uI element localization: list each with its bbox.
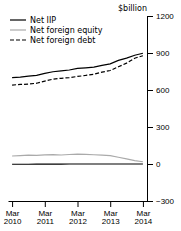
x-tick-label: Mar2010 bbox=[4, 209, 22, 227]
x-tick-label-line: 2010 bbox=[4, 217, 22, 226]
x-tick-label-line: 2011 bbox=[37, 217, 55, 226]
legend-label: Net foreign equity bbox=[30, 26, 103, 35]
legend-swatch bbox=[10, 29, 26, 30]
y-tick-mark bbox=[147, 53, 153, 54]
legend-label: Net IIP bbox=[30, 16, 56, 25]
x-tick: Mar2014 bbox=[135, 201, 153, 226]
y-axis-title: $billion bbox=[118, 4, 147, 13]
y-tick-label: −300 bbox=[156, 197, 175, 206]
x-tick-mark bbox=[12, 201, 13, 207]
y-tick-mark bbox=[147, 16, 153, 17]
y-tick-label: 0 bbox=[156, 160, 161, 169]
y-tick: 300 bbox=[147, 123, 170, 132]
x-tick: Mar2010 bbox=[4, 201, 22, 226]
x-tick-label-line: Mar bbox=[71, 209, 85, 218]
x-tick-label-line: 2012 bbox=[69, 217, 87, 226]
y-axis: −300 0 300 600 900 1200 bbox=[147, 12, 175, 206]
x-tick-label-line: Mar bbox=[104, 209, 118, 218]
y-tick-mark bbox=[147, 164, 153, 165]
x-tick-label: Mar2014 bbox=[135, 209, 153, 227]
y-axis-line bbox=[147, 17, 148, 202]
legend-item: Net foreign debt bbox=[10, 36, 95, 45]
series-line bbox=[12, 53, 143, 77]
y-tick: 1200 bbox=[147, 12, 174, 21]
x-tick: Mar2012 bbox=[69, 201, 87, 226]
legend-swatch bbox=[10, 39, 26, 40]
y-tick-label: 300 bbox=[156, 123, 170, 132]
legend-item: Net foreign equity bbox=[10, 26, 103, 35]
legend-swatch bbox=[10, 19, 26, 20]
legend-label: Net foreign debt bbox=[30, 36, 95, 45]
y-tick-label: 600 bbox=[156, 86, 170, 95]
x-tick-label: Mar2012 bbox=[69, 209, 87, 227]
x-tick-label-line: Mar bbox=[38, 209, 52, 218]
x-tick-label-line: Mar bbox=[6, 209, 20, 218]
x-tick: Mar2011 bbox=[37, 201, 55, 226]
lines bbox=[12, 53, 143, 164]
y-tick: 0 bbox=[147, 160, 161, 169]
x-axis: Mar2010Mar2011Mar2012Mar2013Mar2014 bbox=[4, 201, 153, 226]
chart: Mar2010Mar2011Mar2012Mar2013Mar2014−3000… bbox=[0, 0, 181, 231]
x-tick-label: Mar2013 bbox=[102, 209, 120, 227]
x-tick-mark bbox=[78, 201, 79, 207]
x-tick-mark bbox=[110, 201, 111, 207]
y-tick: 900 bbox=[147, 49, 170, 58]
plot: Mar2010Mar2011Mar2012Mar2013Mar2014−3000… bbox=[4, 4, 175, 226]
y-tick-mark bbox=[147, 90, 153, 91]
y-tick: −300 bbox=[147, 197, 175, 206]
y-tick-label: 1200 bbox=[156, 12, 174, 21]
y-tick-mark bbox=[147, 127, 153, 128]
x-tick-label: Mar2011 bbox=[37, 209, 55, 227]
legend: Net IIPNet foreign equityNet foreign deb… bbox=[10, 16, 103, 45]
x-tick-label-line: 2013 bbox=[102, 217, 120, 226]
x-tick-label-line: Mar bbox=[137, 209, 151, 218]
y-tick: 600 bbox=[147, 86, 170, 95]
legend-item: Net IIP bbox=[10, 16, 56, 25]
x-tick-label-line: 2014 bbox=[135, 217, 153, 226]
y-tick-mark bbox=[147, 201, 153, 202]
y-tick-label: 900 bbox=[156, 49, 170, 58]
series-line bbox=[12, 154, 143, 162]
series-line bbox=[12, 56, 143, 85]
series-line bbox=[12, 163, 143, 164]
x-tick-mark bbox=[143, 201, 144, 207]
x-tick: Mar2013 bbox=[102, 201, 120, 226]
x-tick-mark bbox=[45, 201, 46, 207]
